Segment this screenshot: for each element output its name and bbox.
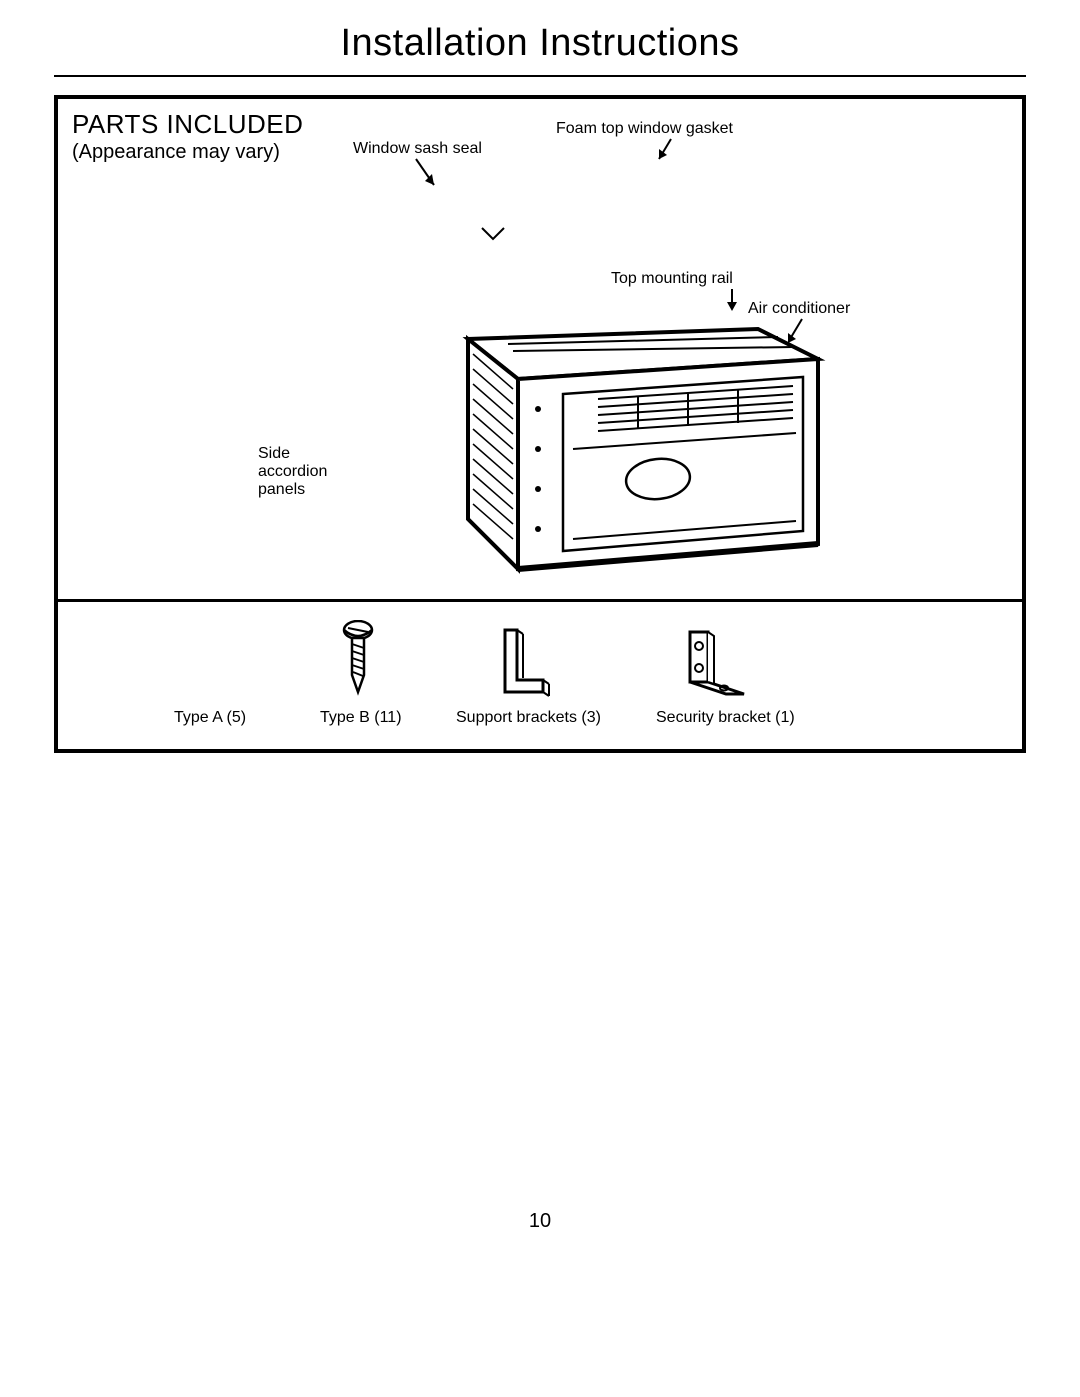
- page-title: Installation Instructions: [0, 0, 1080, 75]
- label-support-brackets: Support brackets (3): [456, 709, 601, 727]
- lower-region: Type A (5) Type B (11): [58, 602, 1022, 749]
- air-conditioner-illustration: [398, 299, 828, 599]
- label-window-sash-seal: Window sash seal: [353, 139, 482, 159]
- parts-frame: PARTS INCLUDED (Appearance may vary) Win…: [54, 95, 1026, 753]
- label-security-bracket: Security bracket (1): [656, 709, 795, 727]
- section-subheading: (Appearance may vary): [72, 141, 280, 164]
- label-foam-top-gasket: Foam top window gasket: [556, 119, 733, 139]
- section-heading: PARTS INCLUDED: [72, 109, 303, 140]
- label-type-a: Type A (5): [174, 709, 246, 727]
- title-rule: [54, 75, 1026, 77]
- label-side-accordion-3: panels: [258, 480, 305, 500]
- label-side-accordion-2: accordion: [258, 462, 327, 482]
- support-bracket-icon: [493, 624, 553, 700]
- security-bracket-icon: [678, 624, 758, 700]
- label-type-b: Type B (11): [320, 709, 402, 727]
- screw-type-b-icon: [338, 620, 378, 700]
- label-top-mounting-rail: Top mounting rail: [611, 269, 733, 289]
- arrow-foam-top-gasket: [653, 137, 683, 167]
- arrow-window-sash-seal: [406, 157, 446, 197]
- upper-region: PARTS INCLUDED (Appearance may vary) Win…: [58, 99, 1022, 599]
- page-number: 10: [0, 1210, 1080, 1233]
- chevron-mark: [478, 224, 508, 244]
- label-side-accordion-1: Side: [258, 444, 290, 464]
